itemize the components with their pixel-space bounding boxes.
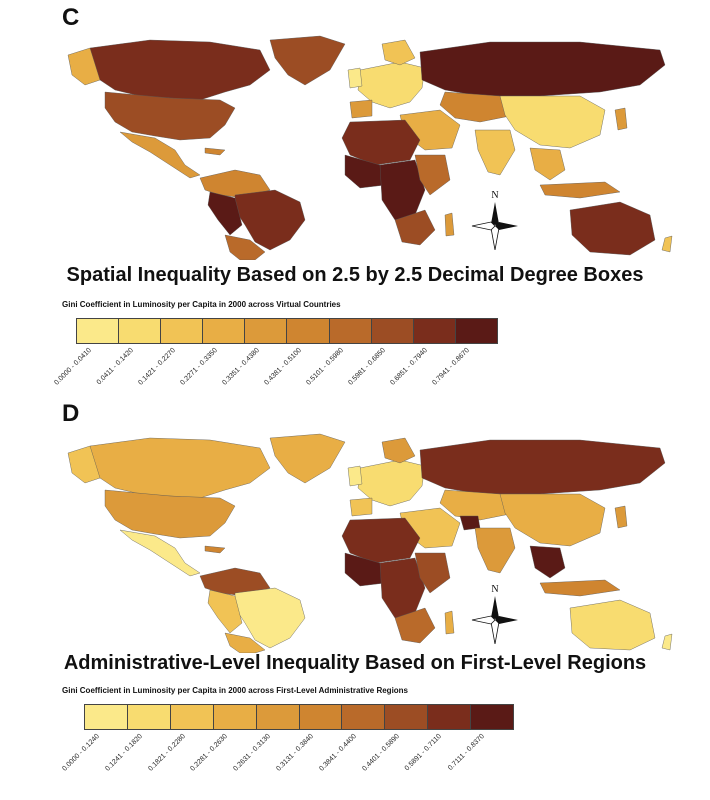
- region-caribbean: [204, 545, 226, 554]
- region-scandinavia: [381, 437, 416, 464]
- legend-swatch: [428, 705, 472, 729]
- region-east-africa: [414, 552, 451, 594]
- region-alaska: [67, 445, 101, 484]
- panel-letter: C: [62, 4, 80, 31]
- region-russia: [419, 41, 666, 97]
- region-iberia: [349, 497, 373, 517]
- legend-swatch: [385, 705, 429, 729]
- legend-swatch: [170, 705, 214, 729]
- region-australia: [569, 201, 656, 256]
- region-new-zealand: [661, 235, 673, 253]
- region-uk: [347, 465, 363, 487]
- north-arrow-compass-icon: N: [470, 188, 520, 255]
- region-andes: [207, 589, 243, 634]
- legend-swatch: [371, 319, 414, 343]
- region-indonesia: [539, 181, 621, 199]
- region-scandinavia: [381, 39, 416, 66]
- legend-swatch: [127, 705, 171, 729]
- north-arrow-compass-icon: N: [470, 582, 520, 649]
- legend-labels: 0.0000 - 0.0410 0.0411 - 0.1420 0.1421 - 0…: [53, 345, 496, 395]
- region-russia: [419, 439, 666, 495]
- region-australia: [569, 599, 656, 651]
- panel-letter: D: [62, 400, 80, 427]
- legend-label: 0.7111 - 0.8370: [447, 731, 512, 781]
- legend-title: Gini Coefficient in Luminosity per Capit…: [62, 686, 409, 695]
- region-uk: [347, 67, 363, 89]
- legend-labels: 0.0000 - 0.1240 0.1241 - 0.1820 0.1821 - 0…: [61, 731, 512, 781]
- region-east-africa: [414, 154, 451, 196]
- compass-north-label: N: [491, 190, 498, 201]
- region-west-africa: [344, 154, 386, 189]
- region-canada: [84, 39, 271, 101]
- region-india: [474, 527, 516, 574]
- region-mexico: [119, 131, 201, 179]
- region-greenland: [269, 35, 346, 86]
- legend-swatch: [85, 705, 128, 729]
- region-europe: [357, 61, 426, 109]
- legend-swatch: [455, 319, 497, 343]
- region-argentina-chile: [224, 234, 266, 260]
- legend-title: Gini Coefficient in Luminosity per Capit…: [62, 300, 341, 309]
- region-alaska: [67, 47, 101, 86]
- world-map-svg: [67, 35, 673, 260]
- panel-subtitle: Spatial Inequality Based on 2.5 by 2.5 D…: [66, 264, 644, 286]
- legend-color-bar: [76, 318, 498, 344]
- world-map-svg: [67, 433, 673, 653]
- region-southeast-asia: [529, 545, 566, 579]
- region-usa: [104, 91, 236, 141]
- panel-d: D: [0, 400, 710, 800]
- region-southern-africa: [394, 209, 436, 246]
- region-iberia: [349, 99, 373, 119]
- region-china: [499, 95, 606, 149]
- world-map-spatial-inequality: [60, 30, 680, 260]
- panel-subtitle: Administrative-Level Inequality Based on…: [63, 652, 647, 674]
- compass-north-label: N: [491, 584, 498, 595]
- legend-swatch: [119, 319, 162, 343]
- region-greenland: [269, 433, 346, 484]
- region-argentina-chile: [224, 632, 266, 653]
- region-north-africa: [341, 119, 421, 166]
- region-madagascar: [444, 212, 455, 237]
- region-north-africa: [341, 517, 421, 564]
- region-madagascar: [444, 610, 455, 635]
- panel-c: C: [53, 4, 680, 395]
- region-india: [474, 129, 516, 176]
- region-europe: [357, 459, 426, 507]
- legend-swatch: [77, 319, 120, 343]
- region-indonesia: [539, 579, 621, 597]
- region-mexico: [119, 529, 201, 577]
- legend-swatch: [161, 319, 204, 343]
- legend-swatch: [471, 705, 514, 729]
- region-west-africa: [344, 552, 386, 587]
- legend-swatch: [413, 319, 456, 343]
- region-japan: [614, 107, 628, 131]
- region-caribbean: [204, 147, 226, 156]
- legend-swatch: [256, 705, 300, 729]
- region-china: [499, 493, 606, 547]
- region-andes: [207, 191, 243, 236]
- legend-color-bar: [84, 704, 514, 730]
- world-map-administrative-inequality: [60, 428, 680, 653]
- legend-swatch: [299, 705, 343, 729]
- region-canada: [84, 437, 271, 499]
- legend-swatch: [203, 319, 246, 343]
- region-japan: [614, 505, 628, 529]
- region-usa: [104, 489, 236, 539]
- region-new-zealand: [661, 633, 673, 651]
- legend-label: 0.7941 - 0.8670: [431, 345, 496, 395]
- legend-swatch: [329, 319, 372, 343]
- legend-swatch: [213, 705, 257, 729]
- region-southern-africa: [394, 607, 436, 644]
- legend-swatch: [245, 319, 288, 343]
- region-southeast-asia: [529, 147, 566, 181]
- legend-swatch: [287, 319, 330, 343]
- legend-swatch: [342, 705, 386, 729]
